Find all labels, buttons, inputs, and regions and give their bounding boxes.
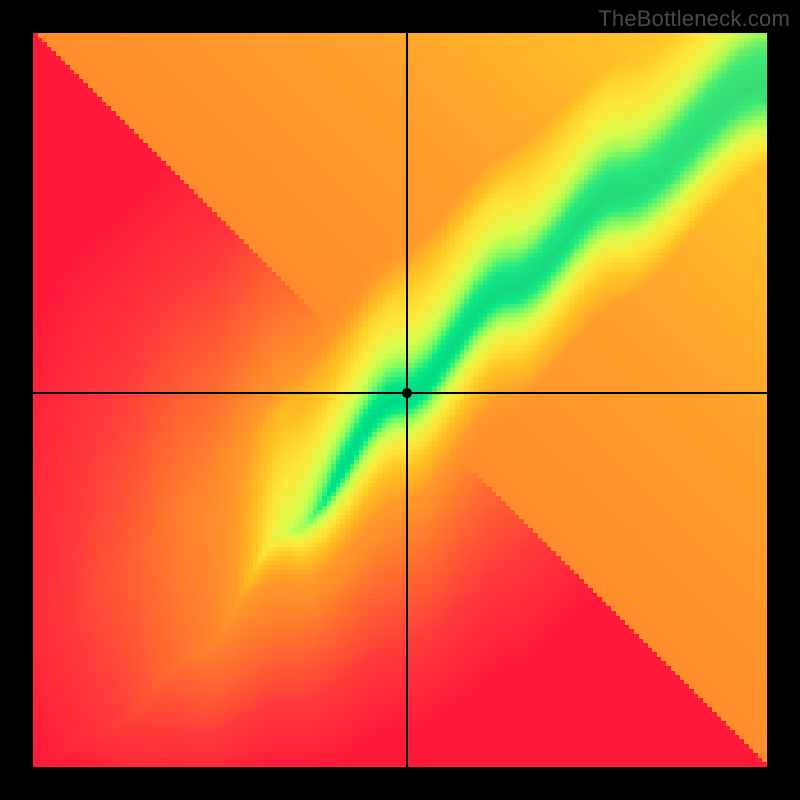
bottleneck-heatmap-canvas xyxy=(33,33,767,767)
plot-area xyxy=(33,33,767,767)
figure-frame: TheBottleneck.com xyxy=(0,0,800,800)
watermark-text: TheBottleneck.com xyxy=(598,6,790,32)
